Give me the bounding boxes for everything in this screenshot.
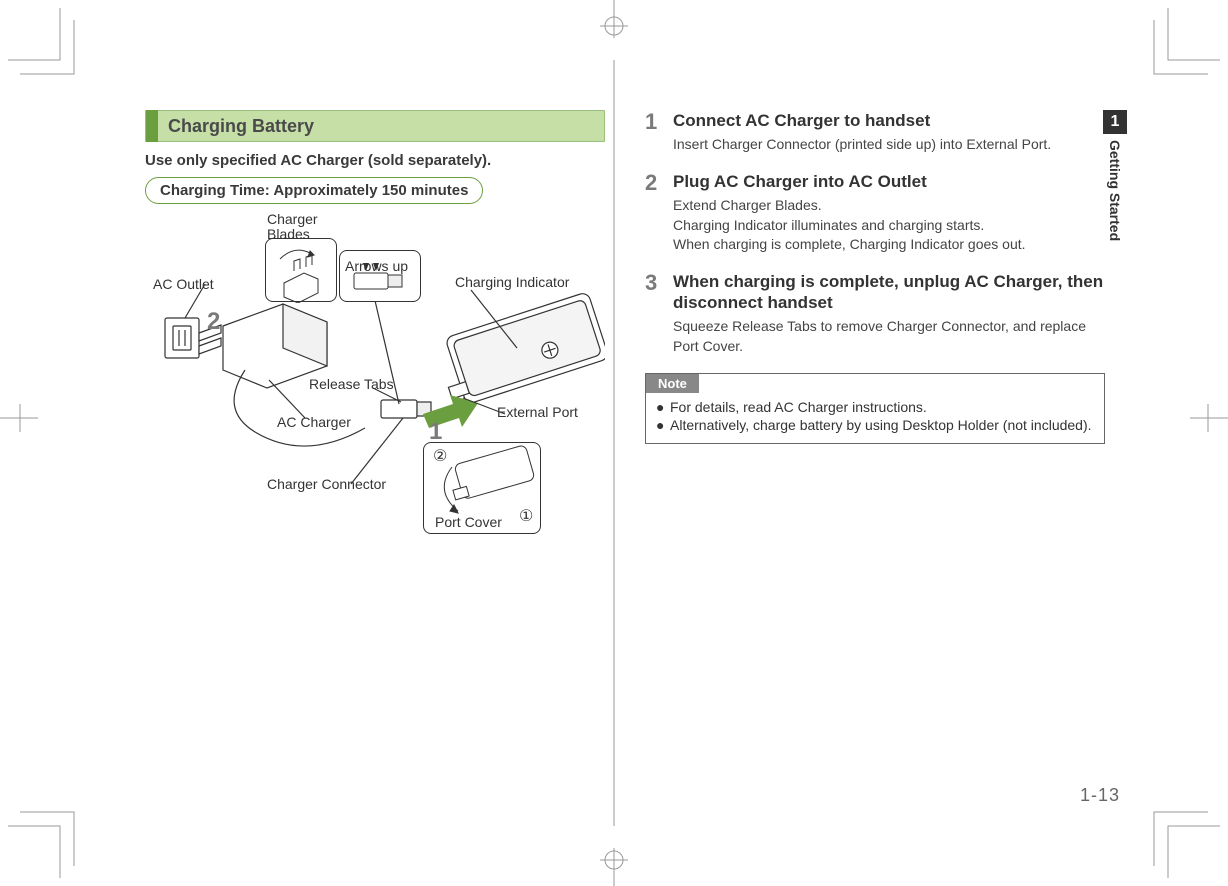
- step-heading: Connect AC Charger to handset: [673, 110, 1105, 131]
- page-content: Charging Battery Use only specified AC C…: [145, 110, 1105, 810]
- page-number: 1-13: [1080, 785, 1120, 806]
- note-text: For details, read AC Charger instruction…: [670, 399, 927, 415]
- label-release-tabs: Release Tabs: [309, 376, 394, 392]
- step-item: 3 When charging is complete, unplug AC C…: [645, 271, 1105, 357]
- step-number: 1: [645, 110, 673, 155]
- label-charger-blades: Charger Blades: [267, 212, 318, 243]
- step-item: 2 Plug AC Charger into AC Outlet Extend …: [645, 171, 1105, 255]
- label-port-cover: Port Cover: [435, 514, 502, 530]
- step-number: 3: [645, 271, 673, 357]
- note-list: ● For details, read AC Charger instructi…: [646, 393, 1104, 443]
- step-item: 1 Connect AC Charger to handset Insert C…: [645, 110, 1105, 155]
- chapter-name: Getting Started: [1103, 134, 1127, 247]
- charging-time-pill: Charging Time: Approximately 150 minutes: [145, 177, 483, 204]
- charging-diagram: Charger Blades Arrows up: [145, 218, 605, 548]
- step-heading: When charging is complete, unplug AC Cha…: [673, 271, 1105, 314]
- section-accent-bar: [146, 110, 158, 142]
- note-item: ● Alternatively, charge battery by using…: [656, 417, 1094, 433]
- chapter-side-tab: 1 Getting Started: [1103, 110, 1127, 247]
- section-header: Charging Battery: [145, 110, 605, 142]
- circled-2: ②: [433, 446, 447, 466]
- chapter-number: 1: [1103, 110, 1127, 134]
- step-number: 2: [645, 171, 673, 255]
- label-external-port: External Port: [497, 404, 578, 420]
- left-column: Charging Battery Use only specified AC C…: [145, 110, 605, 810]
- note-text: Alternatively, charge battery by using D…: [670, 417, 1092, 433]
- note-box: Note ● For details, read AC Charger inst…: [645, 373, 1105, 444]
- step-desc: Squeeze Release Tabs to remove Charger C…: [673, 317, 1105, 356]
- label-ac-charger: AC Charger: [277, 414, 351, 430]
- note-item: ● For details, read AC Charger instructi…: [656, 399, 1094, 415]
- label-charging-indicator: Charging Indicator: [455, 274, 569, 290]
- note-label: Note: [646, 374, 699, 393]
- right-column: 1 Connect AC Charger to handset Insert C…: [645, 110, 1105, 810]
- label-arrows-up: Arrows up: [345, 258, 408, 274]
- step-desc: Insert Charger Connector (printed side u…: [673, 135, 1105, 155]
- bullet-icon: ●: [656, 399, 670, 415]
- step-desc: Extend Charger Blades. Charging Indicato…: [673, 196, 1105, 255]
- label-ac-outlet: AC Outlet: [153, 276, 214, 292]
- diagram-step-1: 1: [429, 418, 442, 446]
- steps-list: 1 Connect AC Charger to handset Insert C…: [645, 110, 1105, 357]
- label-charger-blades-l2: Blades: [267, 226, 310, 242]
- step-heading: Plug AC Charger into AC Outlet: [673, 171, 1105, 192]
- intro-text: Use only specified AC Charger (sold sepa…: [145, 152, 605, 169]
- diagram-step-2: 2: [207, 308, 220, 336]
- label-charger-connector: Charger Connector: [267, 476, 386, 492]
- label-charger-blades-l1: Charger: [267, 211, 318, 227]
- section-title: Charging Battery: [168, 116, 314, 137]
- callout-charger-blades: [265, 238, 337, 302]
- bullet-icon: ●: [656, 417, 670, 433]
- circled-1: ①: [519, 506, 533, 526]
